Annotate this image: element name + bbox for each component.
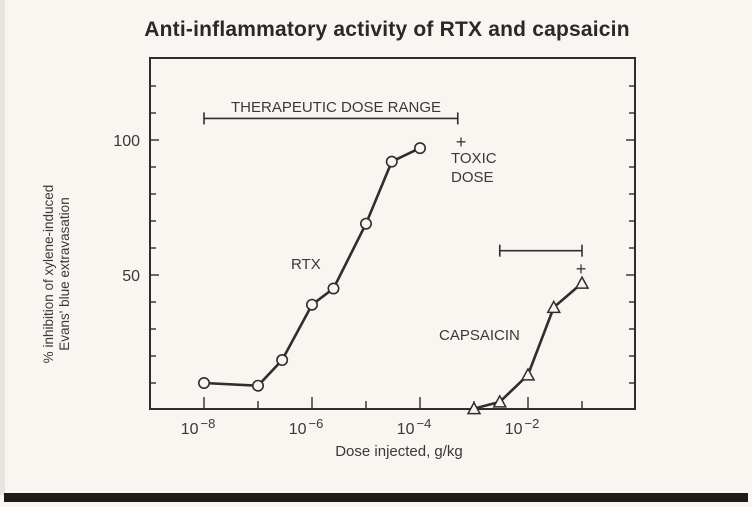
y-tick-label: 100 — [113, 133, 140, 150]
chart-title: Anti-inflammatory activity of RTX and ca… — [144, 18, 630, 41]
x-tick-label: 10 −6 — [289, 416, 324, 438]
capsaicin-line — [473, 282, 583, 410]
y-axis-label: % inhibition of xylene-induced Evans' bl… — [41, 185, 73, 364]
rtx-data-point-circle-icon — [413, 142, 426, 155]
plot-border — [149, 57, 636, 410]
capsaicin-data-point-triangle-icon — [546, 299, 562, 314]
y-axis-label-line2: Evans' blue extravasation — [57, 197, 72, 351]
toxic-label-line1: TOXIC — [451, 150, 497, 167]
plot-frame — [149, 57, 636, 410]
capsaicin-series-label: CAPSAICIN — [439, 327, 520, 344]
slide-left-edge — [0, 0, 5, 495]
data-series — [198, 142, 590, 415]
y-tick-label: 50 — [122, 268, 140, 285]
rtx-data-point-circle-icon — [359, 217, 372, 230]
capsaicin-data-point-triangle-icon — [466, 401, 482, 415]
therapeutic-range-label: THERAPEUTIC DOSE RANGE — [231, 99, 441, 116]
capsaicin-data-point-triangle-icon — [574, 275, 590, 289]
axis-ticks — [150, 85, 635, 409]
rtx-series-label: RTX — [291, 256, 321, 273]
x-axis-label: Dose injected, g/kg — [335, 443, 463, 460]
toxic-label-line2: DOSE — [451, 169, 494, 186]
chart-annotations: THERAPEUTIC DOSE RANGE+TOXICDOSE+RTXCAPS… — [203, 99, 587, 344]
rtx-data-point-circle-icon — [276, 354, 289, 367]
x-tick-label: 10 −4 — [397, 416, 432, 438]
rtx-data-point-circle-icon — [198, 376, 211, 389]
rtx-data-point-circle-icon — [305, 298, 318, 311]
slide-bottom-frame — [4, 493, 748, 502]
x-tick-label: 10 −8 — [181, 416, 216, 438]
axis-tick-labels: 100 50 10 −8 10 −6 10 −4 10 −2 — [113, 133, 539, 438]
capsaicin-data-point-triangle-icon — [492, 394, 508, 408]
rtx-data-point-circle-icon — [327, 282, 340, 295]
rtx-data-point-circle-icon — [252, 379, 265, 392]
capsaicin-data-point-triangle-icon — [520, 367, 536, 381]
y-axis-label-line1: % inhibition of xylene-induced — [41, 184, 56, 364]
capsaicin-toxic-dose-marker: + — [576, 259, 587, 279]
rtx-data-point-circle-icon — [385, 155, 398, 168]
rtx-toxic-dose-marker: + — [456, 132, 467, 152]
x-tick-label: 10 −2 — [505, 416, 540, 438]
